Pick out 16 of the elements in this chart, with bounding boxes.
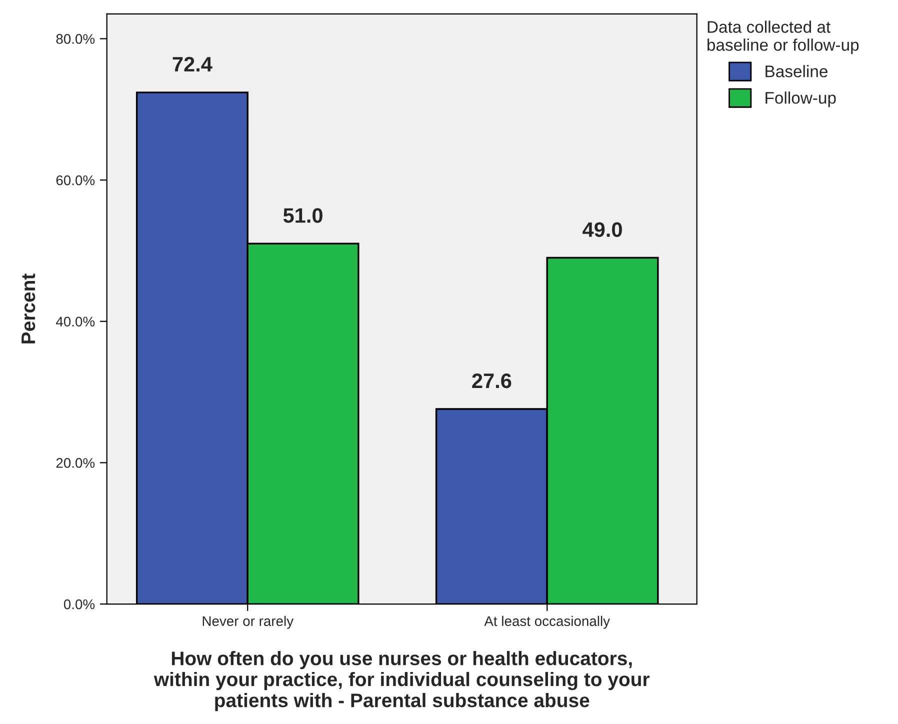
y-tick-label: 40.0% <box>56 316 95 327</box>
data-label: 49.0 <box>582 222 622 237</box>
y-tick-label: 60.0% <box>56 175 95 186</box>
legend-title: Data collected at baseline or follow-up <box>708 20 859 54</box>
data-label: 72.4 <box>172 56 212 72</box>
data-label: 51.0 <box>283 208 322 223</box>
legend-label: Follow-up <box>766 92 836 108</box>
data-label: 27.6 <box>472 373 512 388</box>
y-tick-label: 80.0% <box>56 34 95 44</box>
y-tick-label: 0.0% <box>64 599 95 610</box>
y-axis-title: Percent <box>22 274 36 344</box>
x-tick-label: Never or rarely <box>202 616 294 629</box>
y-tick-label: 20.0% <box>56 458 95 468</box>
x-axis-title: How often do you use nurses or health educators, within your practice, for individual counseling to your patients with - Parental substance abuse <box>154 651 650 712</box>
x-tick-label: At least occasionally <box>484 616 610 629</box>
legend-label: Baseline <box>766 65 828 78</box>
